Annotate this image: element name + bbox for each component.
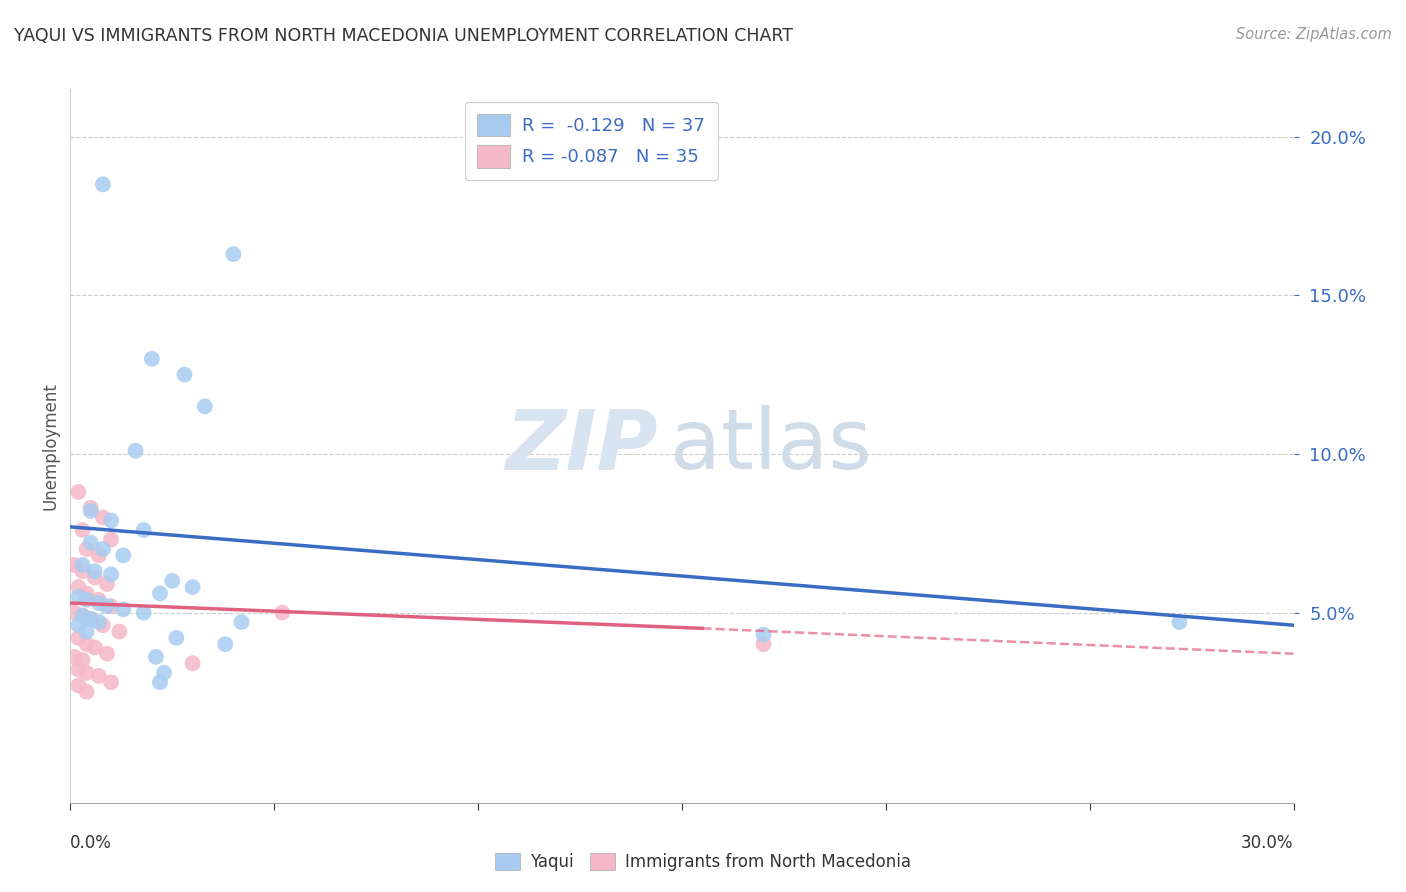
Text: atlas: atlas: [669, 406, 872, 486]
Point: [83, 564, 105, 578]
Point: [87, 549, 110, 563]
Point: [67, 485, 90, 500]
Point: [83, 571, 105, 585]
Text: ZIP: ZIP: [505, 406, 658, 486]
Point: [112, 602, 135, 616]
Point: [72, 564, 94, 578]
Point: [72, 653, 94, 667]
Text: 30.0%: 30.0%: [1241, 834, 1294, 852]
Point: [162, 574, 183, 588]
Point: [76, 624, 98, 639]
Point: [67, 663, 90, 677]
Point: [149, 586, 172, 600]
Point: [108, 624, 131, 639]
Point: [141, 351, 163, 366]
Point: [165, 631, 187, 645]
Legend: Yaqui, Immigrants from North Macedonia: Yaqui, Immigrants from North Macedonia: [486, 845, 920, 880]
Point: [91, 542, 114, 557]
Point: [67, 580, 90, 594]
Point: [76, 542, 98, 557]
Point: [153, 665, 176, 680]
Point: [72, 608, 94, 623]
Point: [67, 590, 90, 604]
Point: [100, 675, 122, 690]
Point: [76, 685, 98, 699]
Point: [79, 612, 103, 626]
Point: [96, 599, 118, 614]
Point: [79, 535, 103, 549]
Point: [63, 649, 86, 664]
Point: [181, 580, 204, 594]
Point: [173, 368, 195, 382]
Text: YAQUI VS IMMIGRANTS FROM NORTH MACEDONIA UNEMPLOYMENT CORRELATION CHART: YAQUI VS IMMIGRANTS FROM NORTH MACEDONIA…: [14, 27, 793, 45]
Point: [100, 599, 122, 614]
Y-axis label: Unemployment: Unemployment: [41, 382, 59, 510]
Point: [67, 631, 90, 645]
Point: [63, 558, 86, 572]
Point: [1168, 615, 1191, 629]
Point: [96, 647, 118, 661]
Point: [76, 637, 98, 651]
Point: [79, 612, 103, 626]
Point: [271, 606, 294, 620]
Point: [132, 523, 155, 537]
Point: [79, 504, 103, 518]
Point: [67, 678, 90, 692]
Point: [72, 523, 94, 537]
Point: [194, 400, 217, 414]
Point: [79, 500, 103, 515]
Point: [76, 665, 98, 680]
Point: [87, 615, 110, 629]
Point: [112, 549, 135, 563]
Point: [214, 637, 236, 651]
Point: [91, 618, 114, 632]
Point: [67, 618, 90, 632]
Legend: R =  -0.129   N = 37, R = -0.087   N = 35: R = -0.129 N = 37, R = -0.087 N = 35: [464, 102, 718, 180]
Point: [76, 586, 98, 600]
Text: 0.0%: 0.0%: [70, 834, 112, 852]
Point: [100, 533, 122, 547]
Point: [752, 637, 775, 651]
Point: [63, 606, 86, 620]
Point: [91, 510, 114, 524]
Point: [222, 247, 245, 261]
Point: [100, 567, 122, 582]
Point: [145, 649, 167, 664]
Point: [87, 669, 110, 683]
Point: [124, 443, 146, 458]
Point: [91, 178, 114, 192]
Point: [231, 615, 253, 629]
Point: [149, 675, 172, 690]
Point: [72, 608, 94, 623]
Point: [87, 592, 110, 607]
Point: [181, 657, 204, 671]
Point: [96, 577, 118, 591]
Point: [87, 596, 110, 610]
Point: [76, 592, 98, 607]
Point: [752, 628, 775, 642]
Point: [100, 514, 122, 528]
Point: [72, 558, 94, 572]
Text: Source: ZipAtlas.com: Source: ZipAtlas.com: [1236, 27, 1392, 42]
Point: [83, 640, 105, 655]
Point: [132, 606, 155, 620]
